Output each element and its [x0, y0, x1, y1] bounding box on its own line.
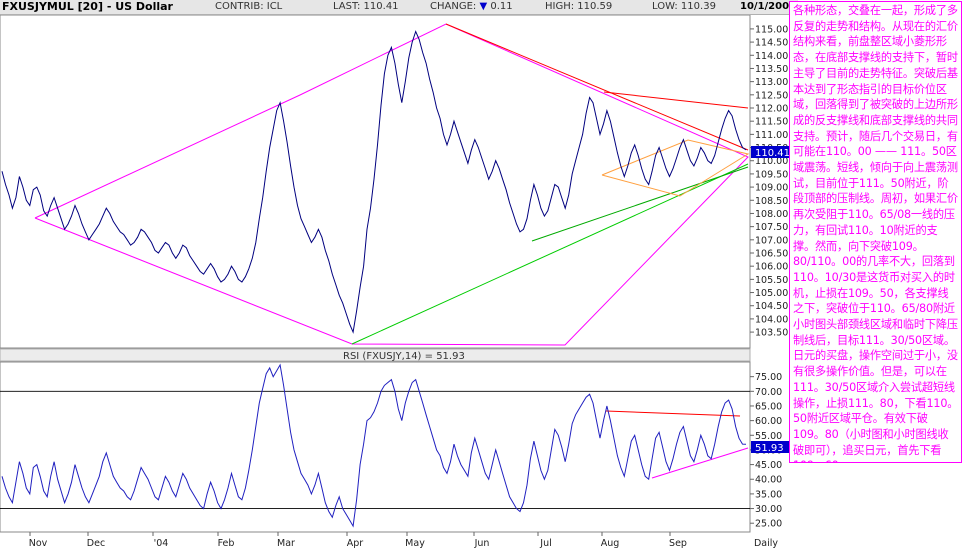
- rsi-series-line: [1, 363, 747, 528]
- y-tick-label: 114.50: [755, 38, 788, 49]
- y-tick-label: 30.00: [755, 504, 782, 515]
- y-tick-label: 70.00: [755, 387, 782, 398]
- rsi-support-line: [651, 447, 749, 479]
- x-tick-label: Mar: [277, 538, 295, 549]
- mid-support-line: [531, 166, 749, 242]
- down-arrow-icon: ▼: [479, 1, 488, 12]
- y-tick-label: 60.00: [755, 416, 782, 427]
- trendlines: [34, 23, 750, 479]
- low-price: LOW: 110.39: [652, 1, 716, 12]
- y-tick-label: 109.00: [755, 183, 788, 194]
- y-tick-label: 55.00: [755, 431, 782, 442]
- y-tick-label: 40.00: [755, 475, 782, 486]
- y-tick-label: 65.00: [755, 401, 782, 412]
- y-tick-label: 111.50: [755, 117, 788, 128]
- y-tick-label: 111.00: [755, 130, 788, 141]
- bottom-support-line: [351, 163, 749, 345]
- y-tick-label: 35.00: [755, 489, 782, 500]
- resistance-line-lower: [445, 23, 749, 151]
- rsi-panel: [0, 361, 751, 533]
- change-label: CHANGE:: [430, 1, 477, 12]
- y-tick-label: 103.50: [755, 328, 788, 339]
- y-tick-label: 114.00: [755, 51, 788, 62]
- chart-header: FXUSJYMUL [20] - US Dollar CONTRIB: ICL …: [0, 0, 798, 15]
- x-tick-label: Aug: [601, 538, 620, 549]
- y-tick-label: 108.50: [755, 196, 788, 207]
- y-tick-label: 115.00: [755, 24, 788, 35]
- x-tick-label: Dec: [87, 538, 105, 549]
- chart-date: 10/1/2004: [740, 1, 797, 12]
- change-readout: CHANGE: ▼ 0.11: [430, 1, 513, 12]
- rsi-value-label: 51.93: [755, 443, 784, 454]
- y-tick-label: 104.00: [755, 314, 788, 325]
- rsi-title: RSI (FXUSJY,14) = 51.93: [343, 351, 465, 362]
- chart-gridlines: [0, 390, 750, 509]
- x-tick-label: Apr: [347, 538, 364, 549]
- x-tick-label: Sep: [669, 538, 687, 549]
- y-tick-label: 75.00: [755, 372, 782, 383]
- x-tick-label: May: [405, 538, 425, 549]
- x-tick-label: Feb: [218, 538, 235, 549]
- price-series-line: [1, 30, 747, 334]
- last-price: LAST: 110.41: [333, 1, 399, 12]
- y-tick-label: 106.00: [755, 262, 788, 273]
- resistance-line-upper: [603, 91, 749, 109]
- y-tick-label: 107.00: [755, 235, 788, 246]
- price-value-tag: 110.41: [751, 146, 790, 159]
- x-tick-label: Jul: [539, 538, 551, 549]
- high-price: HIGH: 110.59: [545, 1, 613, 12]
- y-tick-label: 104.50: [755, 301, 788, 312]
- y-tick-label: 113.00: [755, 77, 788, 88]
- y-tick-label: 25.00: [755, 519, 782, 530]
- y-tick-label: 107.50: [755, 222, 788, 233]
- x-axis: Nov Dec '04 Feb Mar Apr May Jun Jul Aug Sep Daily: [29, 532, 778, 549]
- x-tick-label: Nov: [29, 538, 48, 549]
- rsi-resistance-line: [605, 410, 741, 417]
- change-value: 0.11: [490, 1, 513, 12]
- contributor-label: CONTRIB: ICL: [215, 1, 283, 12]
- price-axis: 103.50 104.00 104.50 105.00 105.50 106.00 106.…: [750, 24, 788, 339]
- small-diamond: [601, 139, 750, 197]
- x-tick-label: Jun: [474, 538, 490, 549]
- rsi-value-tag: 51.93: [751, 441, 789, 454]
- y-tick-label: 45.00: [755, 460, 782, 471]
- y-tick-label: 112.50: [755, 90, 788, 101]
- x-tick-label: Daily: [754, 538, 778, 549]
- analysis-note: 各种形态，交叠在一起，形成了多反复的走势和结构。从现在的汇价结构来看，前盘整区域…: [789, 1, 962, 463]
- y-tick-label: 105.50: [755, 275, 788, 286]
- price-value-label: 110.41: [755, 148, 790, 159]
- y-tick-label: 113.50: [755, 64, 788, 75]
- rsi-title-bar: [0, 348, 751, 362]
- symbol-title: FXUSJYMUL [20] - US Dollar: [2, 0, 173, 13]
- x-tick-label: '04: [154, 538, 169, 549]
- y-tick-label: 108.00: [755, 209, 788, 220]
- y-tick-label: 106.50: [755, 249, 788, 260]
- rsi-axis: 25.0030.0035.0040.0045.0050.0055.0060.00…: [750, 372, 782, 530]
- y-tick-label: 112.00: [755, 104, 788, 115]
- y-tick-label: 110.00: [755, 156, 788, 167]
- y-tick-label: 109.50: [755, 169, 788, 180]
- y-tick-label: 105.00: [755, 288, 788, 299]
